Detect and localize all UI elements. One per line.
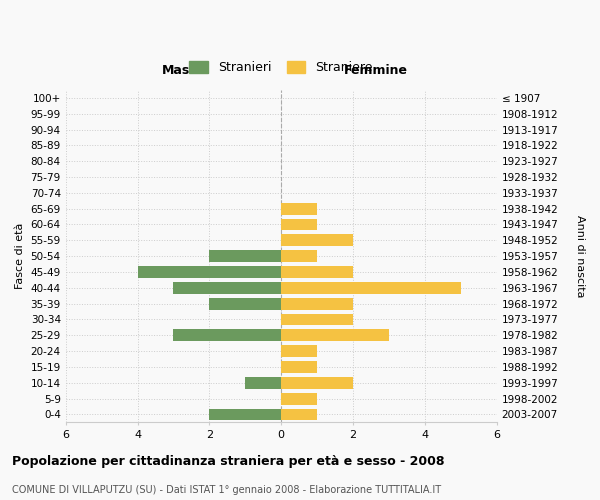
Bar bbox=[281, 218, 317, 230]
Bar bbox=[209, 250, 281, 262]
Bar bbox=[209, 408, 281, 420]
Legend: Stranieri, Straniere: Stranieri, Straniere bbox=[184, 56, 378, 80]
Text: Popolazione per cittadinanza straniera per età e sesso - 2008: Popolazione per cittadinanza straniera p… bbox=[12, 454, 445, 468]
Bar bbox=[209, 298, 281, 310]
Bar bbox=[281, 250, 317, 262]
Y-axis label: Anni di nascita: Anni di nascita bbox=[575, 215, 585, 298]
Bar bbox=[281, 330, 389, 341]
Bar bbox=[137, 266, 281, 278]
Text: Maschi: Maschi bbox=[162, 64, 211, 76]
Bar bbox=[281, 345, 317, 357]
Text: COMUNE DI VILLAPUTZU (SU) - Dati ISTAT 1° gennaio 2008 - Elaborazione TUTTITALIA: COMUNE DI VILLAPUTZU (SU) - Dati ISTAT 1… bbox=[12, 485, 441, 495]
Bar bbox=[281, 202, 317, 214]
Bar bbox=[173, 330, 281, 341]
Bar bbox=[281, 361, 317, 373]
Bar bbox=[281, 282, 461, 294]
Bar bbox=[281, 234, 353, 246]
Bar bbox=[173, 282, 281, 294]
Bar bbox=[281, 298, 353, 310]
Bar bbox=[281, 392, 317, 404]
Bar bbox=[281, 408, 317, 420]
Y-axis label: Fasce di età: Fasce di età bbox=[15, 223, 25, 290]
Bar bbox=[281, 266, 353, 278]
Bar bbox=[281, 314, 353, 326]
Bar bbox=[281, 377, 353, 388]
Bar bbox=[245, 377, 281, 388]
Text: Femmine: Femmine bbox=[344, 64, 408, 76]
